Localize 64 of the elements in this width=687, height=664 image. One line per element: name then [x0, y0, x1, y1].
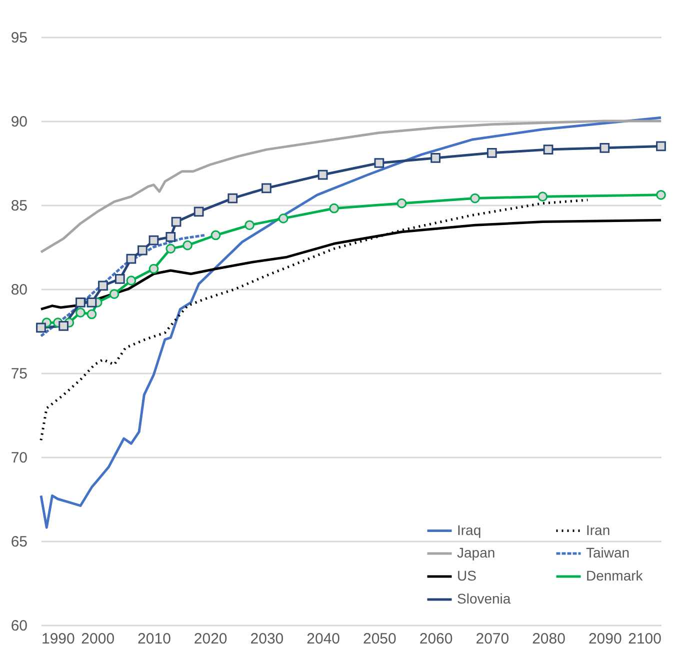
- x-tick-label: 2040: [306, 630, 340, 648]
- point: [76, 298, 86, 308]
- point: [109, 289, 120, 299]
- point: [194, 206, 204, 217]
- point: [114, 274, 125, 284]
- point: [374, 158, 384, 168]
- point: [538, 192, 548, 202]
- y-tick-label: 90: [10, 114, 28, 130]
- point: [126, 254, 136, 264]
- x-tick-label: 2080: [532, 630, 566, 648]
- point: [86, 298, 97, 308]
- point: [600, 142, 610, 153]
- y-tick-label: 95: [10, 30, 28, 46]
- point: [126, 276, 136, 286]
- point: [329, 203, 340, 214]
- y-tick-label: 60: [10, 618, 28, 634]
- point: [210, 230, 221, 240]
- legend-label: Iraq: [457, 522, 482, 538]
- point: [318, 170, 328, 180]
- point: [228, 193, 238, 204]
- y-tick-label: 75: [10, 366, 28, 382]
- legend-label: Japan: [457, 544, 496, 560]
- point: [138, 245, 148, 256]
- point: [171, 216, 182, 227]
- point: [166, 244, 176, 254]
- x-tick-label: 1990: [42, 630, 75, 648]
- legend-label: US: [457, 568, 476, 584]
- line-series: [40, 120, 662, 254]
- x-tick-label: 2100: [628, 630, 662, 648]
- x-tick-label: 2060: [419, 630, 453, 648]
- y-tick-label: 70: [10, 450, 28, 466]
- point: [543, 144, 554, 154]
- x-tick-label: 2090: [588, 630, 622, 648]
- x-tick-label: 2050: [362, 630, 396, 648]
- y-tick-label: 65: [10, 534, 28, 550]
- point: [244, 220, 254, 230]
- legend-label: Iran: [586, 522, 610, 538]
- point: [430, 153, 440, 163]
- point: [656, 190, 666, 200]
- point: [182, 240, 192, 250]
- x-tick-label: 2000: [81, 630, 115, 648]
- point: [76, 308, 86, 318]
- point: [58, 321, 68, 331]
- legend-label: Slovenia: [457, 590, 511, 606]
- point: [396, 198, 407, 208]
- point: [262, 183, 272, 194]
- x-tick-label: 2030: [250, 630, 284, 648]
- line-series: [40, 234, 206, 338]
- point: [486, 148, 497, 158]
- y-tick-label: 85: [10, 198, 28, 214]
- point: [148, 264, 159, 274]
- point: [278, 214, 288, 224]
- y-tick-label: 80: [10, 282, 28, 298]
- legend-label: Taiwan: [586, 544, 630, 560]
- point: [148, 235, 159, 246]
- point: [98, 280, 108, 291]
- point: [166, 232, 176, 242]
- x-tick-label: 2020: [194, 630, 228, 648]
- point: [86, 309, 97, 320]
- point: [656, 141, 666, 152]
- legend-label: Denmark: [586, 568, 644, 584]
- x-tick-label: 2070: [476, 630, 510, 648]
- x-tick-label: 2010: [138, 630, 171, 648]
- point: [470, 193, 480, 204]
